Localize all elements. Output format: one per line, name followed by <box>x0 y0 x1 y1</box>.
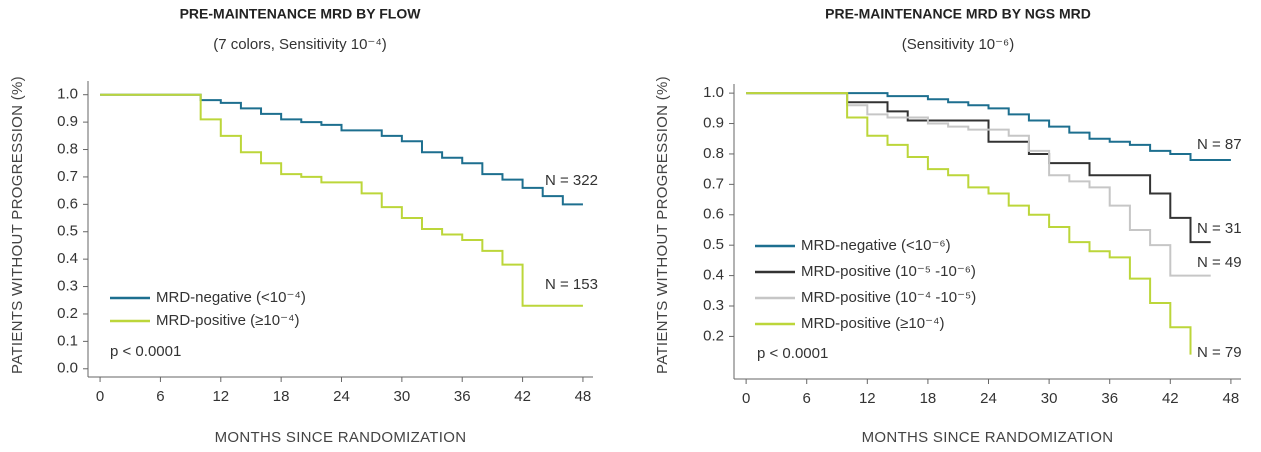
x-tick-label: 36 <box>1101 390 1118 407</box>
y-tick-label: 0.8 <box>57 140 78 157</box>
legend-label: MRD-negative (<10⁻⁶) <box>801 237 951 254</box>
y-tick-label: 0.6 <box>703 206 724 223</box>
y-tick-label: 0.7 <box>57 168 78 185</box>
x-tick-label: 30 <box>1041 390 1058 407</box>
x-tick-label: 12 <box>212 388 229 405</box>
annotation: p < 0.0001 <box>757 345 828 362</box>
y-tick-label: 0.0 <box>57 360 78 377</box>
y-tick-label: 0.2 <box>703 327 724 344</box>
chart-subtitle: (Sensitivity 10⁻⁶) <box>902 36 1014 53</box>
x-tick-label: 48 <box>575 388 592 405</box>
survival-curve <box>746 92 1211 277</box>
annotation: N = 49 <box>1197 254 1242 271</box>
survival-curve <box>746 92 1192 355</box>
survival-curve <box>100 93 583 206</box>
annotation: N = 31 <box>1197 220 1242 237</box>
legend-label: MRD-positive (10⁻⁵ -10⁻⁶) <box>801 263 976 280</box>
x-tick-label: 0 <box>742 390 750 407</box>
x-tick-label: 48 <box>1223 390 1240 407</box>
x-tick-label: 30 <box>394 388 411 405</box>
y-tick-label: 0.7 <box>703 175 724 192</box>
chart-subtitle: (7 colors, Sensitivity 10⁻⁴) <box>213 36 387 53</box>
x-axis-label: MONTHS SINCE RANDOMIZATION <box>215 429 467 446</box>
x-tick-label: 6 <box>803 390 811 407</box>
y-tick-label: 0.5 <box>57 223 78 240</box>
y-tick-label: 0.4 <box>703 267 724 284</box>
x-tick-label: 0 <box>96 388 104 405</box>
annotation: N = 322 <box>545 172 598 189</box>
y-tick-label: 1.0 <box>57 86 78 103</box>
x-tick-label: 36 <box>454 388 471 405</box>
x-tick-label: 18 <box>920 390 937 407</box>
x-tick-label: 24 <box>333 388 350 405</box>
chart-title: PRE-MAINTENANCE MRD BY NGS MRD <box>825 6 1091 22</box>
legend-label: MRD-negative (<10⁻⁴) <box>156 289 306 306</box>
y-tick-label: 0.4 <box>57 250 78 267</box>
y-tick-label: 0.3 <box>703 297 724 314</box>
y-axis-label: PATIENTS WITHOUT PROGRESSION (%) <box>9 76 26 374</box>
x-tick-label: 18 <box>273 388 290 405</box>
x-tick-label: 42 <box>1162 390 1179 407</box>
y-tick-label: 0.1 <box>57 332 78 349</box>
y-tick-label: 0.9 <box>57 113 78 130</box>
y-tick-label: 0.8 <box>703 145 724 162</box>
survival-curve <box>746 92 1231 162</box>
y-tick-label: 0.9 <box>703 115 724 132</box>
chart-title: PRE-MAINTENANCE MRD BY FLOW <box>180 6 422 22</box>
y-tick-label: 1.0 <box>703 84 724 101</box>
annotation: p < 0.0001 <box>110 343 181 360</box>
y-tick-label: 0.3 <box>57 278 78 295</box>
x-axis-label: MONTHS SINCE RANDOMIZATION <box>862 429 1114 446</box>
y-tick-label: 0.6 <box>57 195 78 212</box>
legend-label: MRD-positive (≥10⁻⁴) <box>156 312 299 329</box>
y-axis-label: PATIENTS WITHOUT PROGRESSION (%) <box>654 76 671 374</box>
legend-label: MRD-positive (10⁻⁴ -10⁻⁵) <box>801 289 976 306</box>
x-tick-label: 12 <box>859 390 876 407</box>
annotation: N = 153 <box>545 276 598 293</box>
y-tick-label: 0.2 <box>57 305 78 322</box>
legend-label: MRD-positive (≥10⁻⁴) <box>801 315 944 332</box>
x-tick-label: 24 <box>980 390 997 407</box>
x-tick-label: 6 <box>156 388 164 405</box>
annotation: N = 87 <box>1197 136 1242 153</box>
survival-curve <box>100 93 583 307</box>
y-tick-label: 0.5 <box>703 236 724 253</box>
x-tick-label: 42 <box>514 388 531 405</box>
annotation: N = 79 <box>1197 344 1242 361</box>
survival-curve <box>746 92 1211 244</box>
